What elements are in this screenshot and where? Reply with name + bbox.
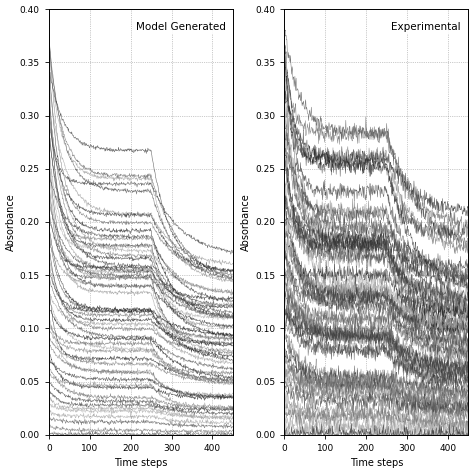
- X-axis label: Time steps: Time steps: [114, 458, 167, 468]
- Y-axis label: Absorbance: Absorbance: [6, 193, 16, 251]
- X-axis label: Time steps: Time steps: [350, 458, 403, 468]
- Y-axis label: Absorbance: Absorbance: [241, 193, 251, 251]
- Text: Experimental: Experimental: [392, 22, 461, 32]
- Text: Model Generated: Model Generated: [136, 22, 226, 32]
